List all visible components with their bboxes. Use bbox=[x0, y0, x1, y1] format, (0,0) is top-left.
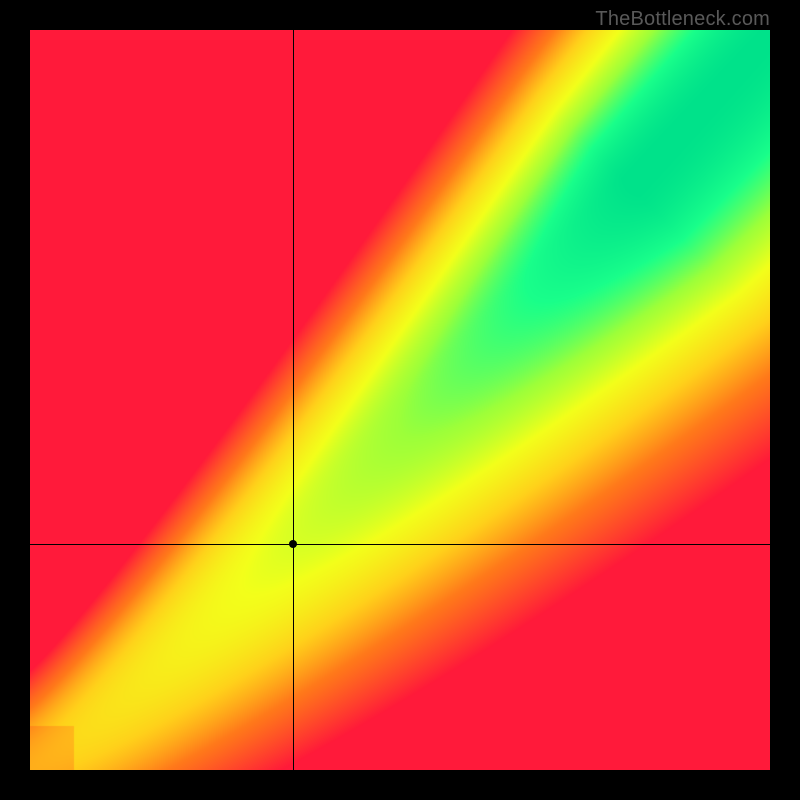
heatmap-plot bbox=[30, 30, 770, 770]
crosshair-vertical bbox=[293, 30, 294, 770]
crosshair-marker-dot bbox=[289, 540, 297, 548]
crosshair-horizontal bbox=[30, 544, 770, 545]
heatmap-canvas bbox=[30, 30, 770, 770]
watermark-text: TheBottleneck.com bbox=[595, 8, 770, 31]
